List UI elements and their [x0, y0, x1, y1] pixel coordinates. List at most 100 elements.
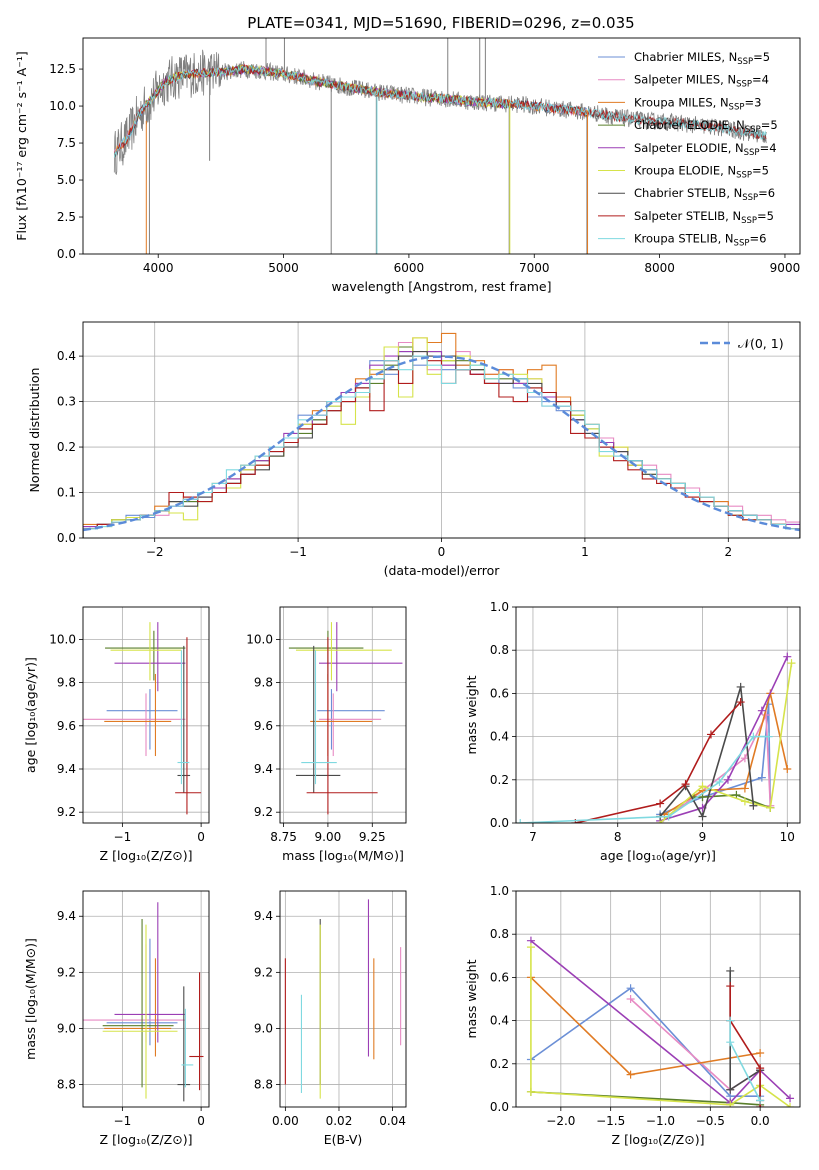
- z-mass-marks: [83, 902, 204, 1102]
- y-tick-label: 5.0: [57, 173, 76, 187]
- x-tick-label: −2: [146, 545, 164, 559]
- data-point-marker: [726, 1016, 735, 1025]
- x-tick-label: 0.0: [751, 1114, 770, 1128]
- model-spectrum-line: [113, 65, 767, 158]
- y-tick-label: 8.8: [57, 1078, 76, 1092]
- y-tick-label: 0.6: [490, 686, 509, 700]
- data-point-marker: [757, 706, 766, 715]
- mass-weight-line: [729, 970, 761, 1101]
- data-point-marker: [787, 659, 796, 668]
- data-point-marker: [783, 765, 792, 773]
- z-age-panel: −1 0 9.2 9.4 9.6 9.8 10.0 Z [log₁₀(Z/Z⊙)] age [l…: [23, 606, 210, 863]
- y-tick-label: 10.0: [49, 632, 76, 646]
- ebv-mass-panel: 0.00 0.02 0.04 8.8 9.0 9.2 9.4 E(B-V): [254, 890, 407, 1147]
- model-spectrum-line: [113, 65, 767, 158]
- y-tick-label: 0.0: [490, 816, 509, 830]
- model-spectrum-line: [114, 64, 588, 154]
- y-tick-label: 1.0: [490, 884, 509, 898]
- data-point-marker: [783, 652, 792, 661]
- x-axis-label: wavelength [Angstrom, rest frame]: [331, 279, 551, 294]
- x-tick-label: −1.5: [596, 1114, 625, 1128]
- y-axis-label: age [log₁₀(age/yr)]: [23, 657, 38, 773]
- y-tick-label: 12.5: [49, 62, 76, 76]
- y-tick-label: 1.0: [490, 600, 509, 614]
- legend-entry: Salpeter MILES, NSSP=4: [634, 73, 769, 90]
- data-point-marker: [756, 1096, 765, 1105]
- x-tick-label: 5000: [268, 261, 299, 275]
- data-point-marker: [749, 732, 758, 741]
- axes-frame: [515, 606, 801, 824]
- z-weight-panel: −2.0 −1.5 −1.0 −0.5 0.0 0.0 0.2 0.4 0.6 0.8 1.0 Z […: [464, 884, 801, 1147]
- x-tick-label: −1: [114, 1114, 132, 1128]
- x-tick-label: 4000: [143, 261, 174, 275]
- x-axis-label: Z [log₁₀(Z/Z⊙)]: [100, 848, 193, 863]
- gaussian-curve: [83, 355, 800, 532]
- data-point-marker: [526, 943, 535, 952]
- y-tick-label: 0.0: [490, 1100, 509, 1114]
- spectrum-panel: 4000 5000 6000 7000 8000 9000 0.0 2.5 5.0 7.5 10.0…: [14, 37, 801, 294]
- model-spectrum-line: [114, 64, 588, 156]
- legend-entry: Kroupa MILES, NSSP=3: [634, 95, 761, 112]
- y-tick-label: 9.4: [254, 909, 273, 923]
- data-point-marker: [723, 775, 732, 784]
- data-point-marker: [756, 1049, 765, 1057]
- x-tick-label: 8.75: [270, 830, 297, 844]
- y-tick-label: 9.2: [57, 805, 76, 819]
- data-point-marker: [726, 1085, 735, 1094]
- y-tick-label: 0.4: [490, 1014, 509, 1028]
- x-tick-label: 7: [529, 830, 537, 844]
- x-axis-label: age [log₁₀(age/yr)]: [600, 848, 716, 863]
- y-axis-label: Flux [fλ10⁻¹⁷ erg cm⁻² s⁻¹ A⁻¹]: [14, 51, 29, 240]
- legend-entry: Kroupa STELIB, NSSP=6: [634, 232, 766, 249]
- x-axis-label: (data-model)/error: [384, 563, 501, 578]
- data-point-marker: [762, 711, 771, 719]
- y-axis-label: mass weight: [464, 959, 479, 1038]
- x-tick-label: 6000: [394, 261, 425, 275]
- data-point-marker: [786, 1094, 795, 1103]
- data-point-marker: [757, 773, 766, 782]
- axes-frame: [279, 890, 407, 1108]
- y-tick-label: 9.8: [57, 676, 76, 690]
- data-point-marker: [698, 782, 707, 791]
- residuals-marks: [83, 332, 800, 538]
- x-tick-label: 9: [699, 830, 707, 844]
- x-tick-label: 9.25: [359, 830, 386, 844]
- x-tick-label: 8000: [644, 261, 675, 275]
- legend-entry: 𝒩(0, 1): [738, 336, 784, 351]
- data-point-marker: [736, 698, 745, 707]
- y-tick-label: 0.2: [490, 1057, 509, 1071]
- y-tick-label: 0.8: [490, 927, 509, 941]
- y-tick-label: 7.5: [57, 136, 76, 150]
- data-point-marker: [664, 812, 673, 821]
- data-point-marker: [726, 1100, 735, 1107]
- data-point-marker: [786, 1103, 795, 1107]
- data-point-marker: [726, 1038, 735, 1047]
- data-point-marker: [726, 966, 735, 975]
- x-tick-label: −2.0: [546, 1114, 575, 1128]
- mass-weight-line: [575, 701, 742, 823]
- x-tick-label: 0: [438, 545, 446, 559]
- data-point-marker: [656, 799, 665, 808]
- x-tick-label: 0: [197, 1114, 205, 1128]
- y-tick-label: 10.0: [246, 632, 273, 646]
- y-tick-label: 8.8: [254, 1078, 273, 1092]
- legend-entry: Chabrier ELODIE, NSSP=5: [634, 118, 778, 135]
- mass-weight-line: [530, 976, 761, 1076]
- x-tick-label: −1.0: [646, 1114, 675, 1128]
- legend-entry: Salpeter STELIB, NSSP=5: [634, 209, 774, 226]
- legend-entry: Salpeter ELODIE, NSSP=4: [634, 141, 777, 158]
- x-axis-label: Z [log₁₀(Z/Z⊙)]: [100, 1132, 193, 1147]
- x-axis-label: Z [log₁₀(Z/Z⊙)]: [612, 1132, 705, 1147]
- y-tick-label: 0.2: [490, 773, 509, 787]
- y-tick-label: 2.5: [57, 210, 76, 224]
- y-tick-label: 9.0: [254, 1021, 273, 1035]
- data-point-marker: [681, 780, 690, 789]
- x-tick-label: 0: [197, 830, 205, 844]
- spectrum-marks: [113, 38, 767, 254]
- y-tick-label: 9.6: [57, 719, 76, 733]
- y-tick-label: 9.2: [254, 805, 273, 819]
- mass-age-panel: 8.75 9.00 9.25 9.2 9.4 9.6 9.8 10.0 mass [log₁₀(…: [246, 606, 407, 863]
- z-mass-panel: −1 0 8.8 9.0 9.2 9.4 Z [log₁₀(Z/Z⊙)] mass [log₁…: [23, 890, 210, 1147]
- x-tick-label: 1: [581, 545, 589, 559]
